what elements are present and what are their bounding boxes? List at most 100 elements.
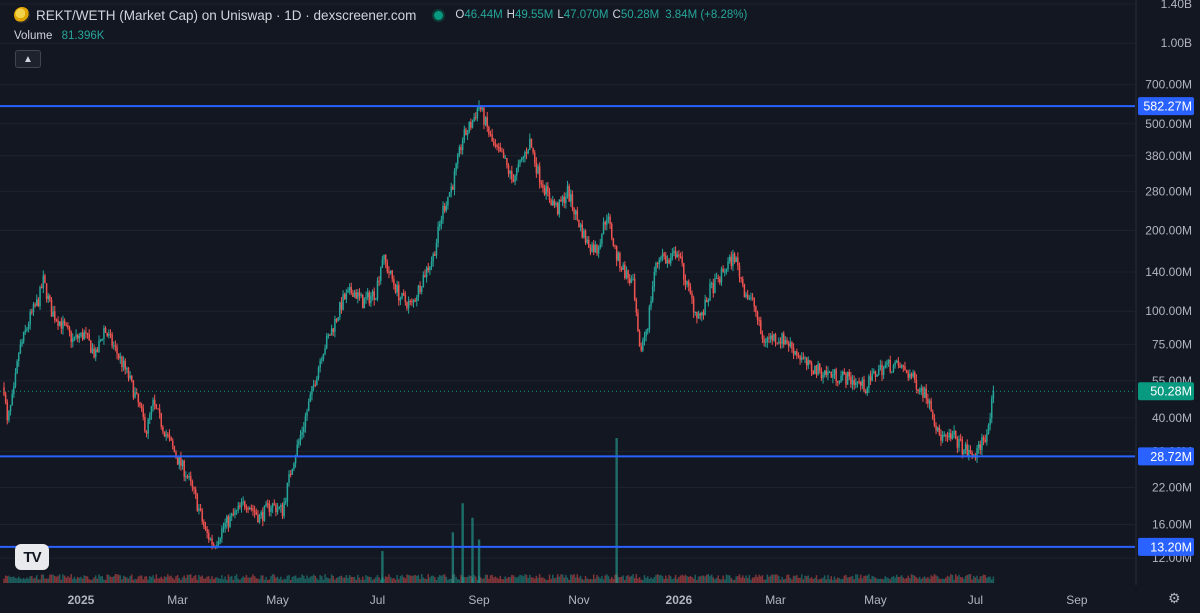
volume-bar bbox=[301, 574, 303, 583]
candle-body bbox=[738, 265, 741, 278]
volume-bar bbox=[586, 578, 588, 583]
candle-body bbox=[874, 371, 877, 377]
candle-body bbox=[658, 259, 660, 265]
volume-bar bbox=[673, 578, 675, 583]
candle-body bbox=[709, 283, 711, 301]
volume-bar bbox=[119, 575, 122, 583]
y-tick-label: 200.00M bbox=[1145, 224, 1192, 238]
volume-bar bbox=[196, 579, 199, 583]
volume-bar bbox=[612, 578, 615, 583]
candle-body bbox=[208, 532, 210, 540]
candle-body bbox=[219, 538, 221, 542]
change-value: 3.84M (+8.28%) bbox=[665, 9, 748, 21]
volume-bar bbox=[963, 578, 965, 583]
candle-body bbox=[905, 370, 908, 374]
volume-bar bbox=[743, 578, 746, 583]
volume-bar bbox=[810, 577, 813, 583]
volume-bar bbox=[828, 579, 831, 583]
volume-bar bbox=[168, 576, 171, 583]
volume-bar bbox=[419, 578, 421, 583]
volume-bar bbox=[704, 576, 706, 583]
volume-bar bbox=[96, 578, 99, 583]
volume-bar bbox=[668, 574, 670, 583]
volume-bar bbox=[406, 574, 408, 583]
candle-body bbox=[797, 355, 800, 357]
candle-body bbox=[204, 526, 207, 530]
volume-bar bbox=[352, 576, 354, 583]
candle-body bbox=[941, 435, 944, 441]
volume-bar bbox=[307, 578, 310, 583]
candle-body bbox=[961, 439, 964, 454]
volume-bar bbox=[553, 578, 556, 583]
volume-bar bbox=[167, 574, 169, 583]
candle-body bbox=[787, 343, 790, 347]
volume-bar bbox=[360, 579, 362, 583]
candle-body bbox=[358, 292, 361, 296]
candle-body bbox=[227, 516, 230, 527]
candle-body bbox=[257, 514, 259, 523]
candle-body bbox=[453, 171, 456, 190]
candle-body bbox=[686, 281, 688, 285]
candle-body bbox=[520, 158, 523, 161]
candle-body bbox=[591, 244, 593, 252]
volume-bar bbox=[701, 575, 703, 583]
volume-bar bbox=[122, 575, 125, 583]
volume-bar bbox=[792, 575, 795, 583]
volume-bar bbox=[592, 574, 595, 583]
candle-body bbox=[40, 286, 43, 288]
volume-bar bbox=[823, 575, 826, 583]
candle-body bbox=[764, 342, 767, 344]
volume-bar bbox=[380, 579, 382, 583]
candle-body bbox=[271, 503, 274, 508]
candle-body bbox=[879, 364, 882, 369]
volume-bar bbox=[443, 574, 446, 583]
candle-body bbox=[637, 312, 639, 332]
tradingview-logo-icon[interactable]: TV bbox=[15, 544, 49, 570]
x-tick-label: Nov bbox=[568, 593, 589, 607]
candle-body bbox=[807, 360, 810, 366]
candle-body bbox=[753, 298, 755, 307]
candle-body bbox=[820, 370, 823, 379]
candle-body bbox=[496, 144, 498, 147]
volume-bar bbox=[910, 574, 913, 583]
candle-body bbox=[833, 369, 836, 375]
volume-bar bbox=[14, 577, 17, 583]
volume-bar bbox=[535, 575, 538, 583]
volume-bar bbox=[604, 575, 606, 583]
volume-bar bbox=[432, 575, 434, 583]
candle-body bbox=[199, 508, 202, 511]
volume-bar bbox=[968, 574, 970, 583]
candle-body bbox=[242, 501, 244, 503]
volume-bar bbox=[13, 576, 15, 583]
volume-bar bbox=[702, 575, 705, 583]
candle-body bbox=[702, 312, 705, 316]
candle-body bbox=[116, 346, 118, 354]
volume-bar bbox=[694, 574, 697, 583]
volume-bar bbox=[859, 574, 862, 583]
volume-bar bbox=[768, 576, 770, 583]
gear-icon[interactable]: ⚙ bbox=[1168, 590, 1181, 606]
candle-body bbox=[841, 371, 844, 376]
candle-body bbox=[912, 372, 914, 377]
volume-bar bbox=[869, 579, 872, 583]
candle-body bbox=[142, 408, 144, 417]
volume-bar bbox=[548, 574, 551, 583]
volume-bar bbox=[488, 578, 490, 583]
volume-bar bbox=[437, 576, 439, 583]
volume-bar bbox=[131, 574, 133, 583]
volume-bar bbox=[481, 578, 484, 583]
candle-body bbox=[984, 439, 986, 442]
volume-bar bbox=[511, 574, 513, 583]
candle-body bbox=[8, 411, 10, 421]
volume-bar bbox=[987, 576, 990, 583]
volume-bar bbox=[742, 575, 744, 583]
last-price-tag bbox=[1138, 382, 1194, 401]
candle-body bbox=[365, 297, 367, 299]
volume-bar bbox=[32, 578, 35, 583]
volume-bar bbox=[519, 574, 521, 583]
volume-bar bbox=[855, 574, 857, 583]
collapse-legend-button[interactable]: ▲ bbox=[15, 50, 41, 68]
candle-body bbox=[289, 474, 292, 476]
